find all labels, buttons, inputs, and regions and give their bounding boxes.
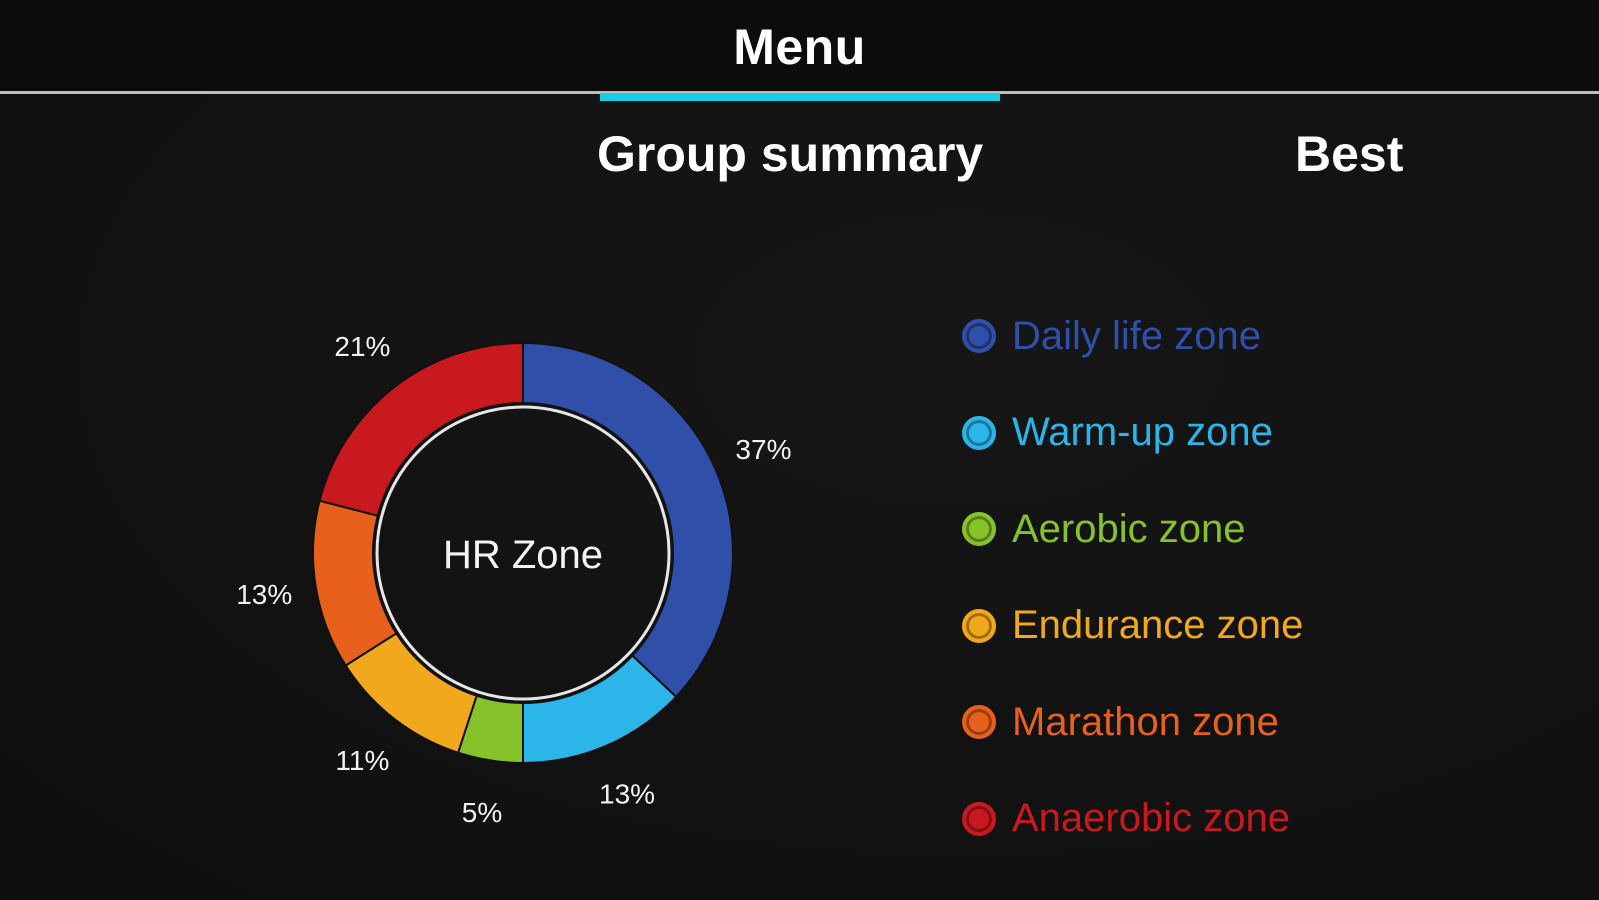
legend-label: Endurance zone: [1012, 603, 1304, 648]
legend-label: Daily life zone: [1012, 313, 1262, 358]
slice-value-label-endurance-zone: 11%: [335, 745, 389, 776]
legend-label: Aerobic zone: [1012, 506, 1246, 551]
tab-best[interactable]: Best: [1295, 126, 1404, 182]
legend-item-anaerobic-zone: Anaerobic zone: [962, 771, 1303, 868]
slice-value-label-warm-up-zone: 13%: [599, 778, 655, 809]
legend-dot-icon: [962, 512, 996, 547]
legend-dot-icon: [962, 801, 996, 836]
active-tab-indicator: [600, 93, 1000, 101]
legend-label: Marathon zone: [1012, 699, 1279, 744]
donut-slices: [312, 341, 734, 765]
donut-slice-daily-life-zone: [522, 341, 734, 699]
chart-legend: Daily life zone Warm-up zone Aerobic zone E…: [962, 288, 1303, 867]
top-bar: Menu: [0, 0, 1599, 92]
legend-item-warm-up-zone: Warm-up zone: [962, 385, 1303, 482]
menu-title[interactable]: Menu: [733, 19, 866, 75]
donut-inner-ring: [375, 405, 671, 701]
legend-item-marathon-zone: Marathon zone: [962, 674, 1303, 771]
legend-dot-icon: [962, 319, 996, 354]
legend-item-daily-life-zone: Daily life zone: [962, 288, 1303, 385]
slice-value-label-daily-life-zone: 37%: [735, 434, 791, 465]
donut-slice-marathon-zone: [312, 499, 398, 667]
legend-item-endurance-zone: Endurance zone: [962, 578, 1303, 675]
slice-value-label-anaerobic-zone: 21%: [334, 331, 390, 362]
legend-label: Warm-up zone: [1012, 410, 1273, 455]
legend-label: Anaerobic zone: [1012, 796, 1290, 841]
tab-group-summary[interactable]: Group summary: [597, 126, 984, 182]
donut-slice-anaerobic-zone: [318, 341, 524, 517]
legend-dot-icon: [962, 705, 996, 740]
header-divider: [0, 91, 1599, 94]
slice-value-label-marathon-zone: 13%: [236, 579, 292, 610]
legend-item-aerobic-zone: Aerobic zone: [962, 481, 1303, 578]
legend-dot-icon: [962, 608, 996, 643]
slice-value-label-aerobic-zone: 5%: [462, 797, 502, 828]
legend-dot-icon: [962, 415, 996, 450]
donut-value-labels: 37% 13% 5% 11% 13% 21%: [236, 331, 791, 828]
donut-center-label: HR Zone: [443, 533, 603, 577]
